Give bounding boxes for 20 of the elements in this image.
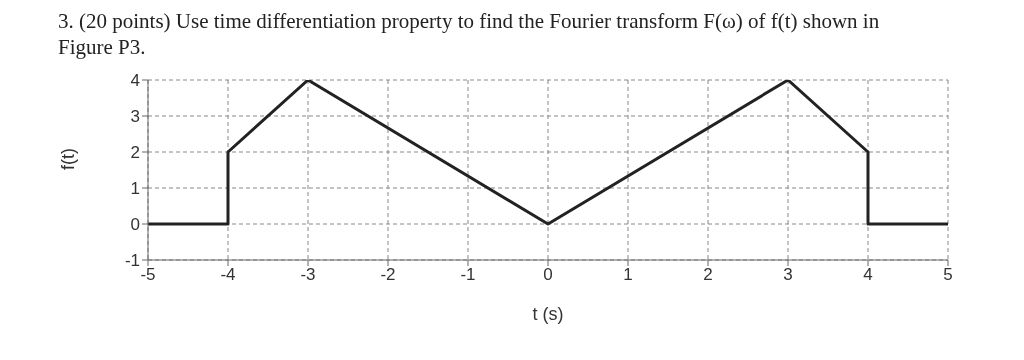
chart-title: 3. (20 points) Use time differentiation property to find the Fourier transform F(ω) of f(t) shown in Figure P3. xyxy=(58,8,881,60)
x-tick-label: -4 xyxy=(220,265,236,285)
x-tick-label: -3 xyxy=(300,265,316,285)
x-tick-label: 1 xyxy=(623,265,633,285)
y-tick-label: 3 xyxy=(130,107,140,127)
y-tick-label: 4 xyxy=(130,71,140,91)
x-tick-label: 2 xyxy=(703,265,713,285)
y-axis-title: f(t) xyxy=(58,148,79,170)
y-tick-label: 2 xyxy=(130,143,140,163)
x-tick-label: 3 xyxy=(783,265,793,285)
x-tick-label: -1 xyxy=(460,265,476,285)
y-tick-label: 1 xyxy=(130,179,140,199)
x-axis-title: t (s) xyxy=(532,304,564,324)
x-tick-label: 4 xyxy=(863,265,873,285)
x-tick-label: -5 xyxy=(140,265,156,285)
y-tick-label: 0 xyxy=(130,215,140,235)
x-tick-label: 0 xyxy=(543,265,553,285)
y-tick-label: -1 xyxy=(124,251,140,271)
x-tick-label: -2 xyxy=(380,265,396,285)
x-tick-label: 5 xyxy=(943,265,953,285)
